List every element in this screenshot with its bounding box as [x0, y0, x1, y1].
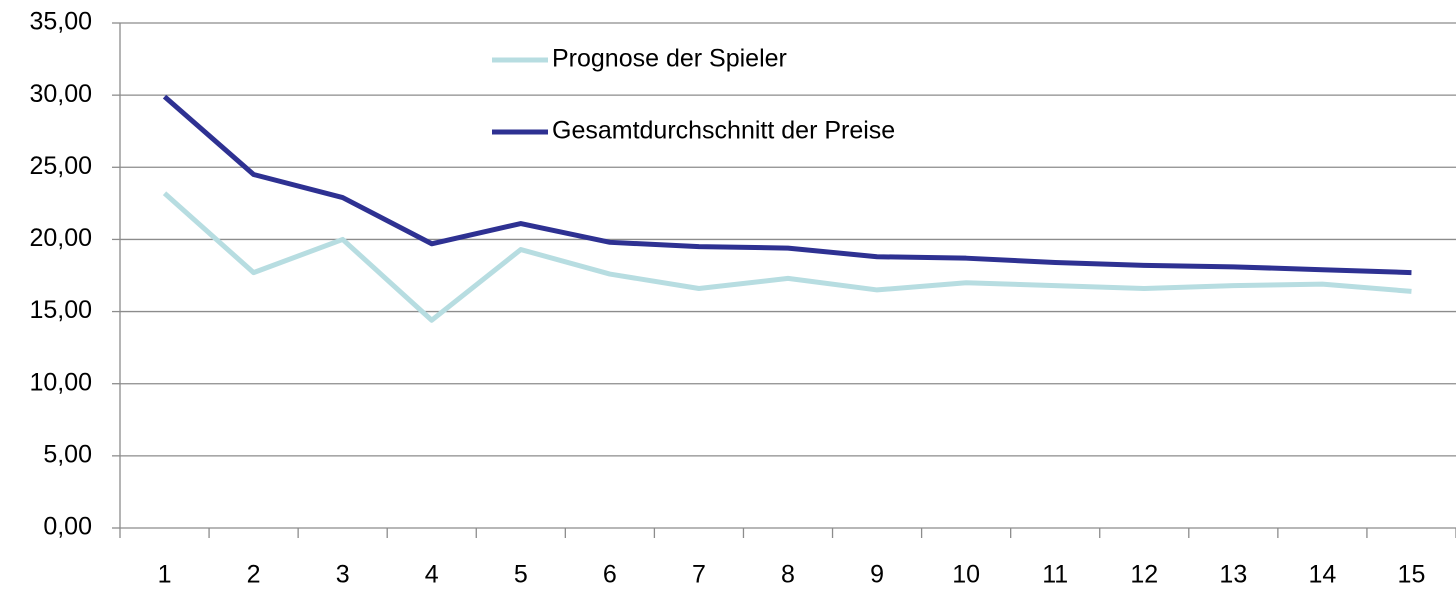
x-tick-label: 6: [603, 561, 617, 589]
y-tick-label: 35,00: [29, 8, 92, 36]
y-tick-label: 0,00: [43, 513, 92, 541]
x-tick-label: 15: [1398, 561, 1426, 589]
x-tick-label: 2: [247, 561, 261, 589]
legend-label: Gesamtdurchschnitt der Preise: [552, 117, 895, 145]
x-tick-label: 14: [1308, 561, 1336, 589]
x-tick-label: 5: [514, 561, 528, 589]
series-line: [162, 191, 1412, 323]
y-tick-label: 15,00: [29, 296, 92, 324]
x-tick-label: 7: [692, 561, 706, 589]
x-tick-label: 13: [1219, 561, 1247, 589]
x-tick-label: 10: [952, 561, 980, 589]
x-tick-label: 12: [1130, 561, 1158, 589]
series-line: [162, 94, 1412, 276]
x-tick-label: 8: [781, 561, 795, 589]
x-tick-label: 1: [158, 561, 172, 589]
x-tick-label: 9: [870, 561, 884, 589]
y-tick-label: 25,00: [29, 152, 92, 180]
x-tick-label: 3: [336, 561, 350, 589]
legend-label: Prognose der Spieler: [552, 45, 787, 73]
y-tick-label: 10,00: [29, 368, 92, 396]
x-tick-label: 11: [1042, 561, 1068, 589]
x-tick-label: 4: [425, 561, 439, 589]
y-tick-label: 30,00: [29, 80, 92, 108]
y-tick-label: 20,00: [29, 224, 92, 252]
y-tick-label: 5,00: [43, 440, 92, 468]
